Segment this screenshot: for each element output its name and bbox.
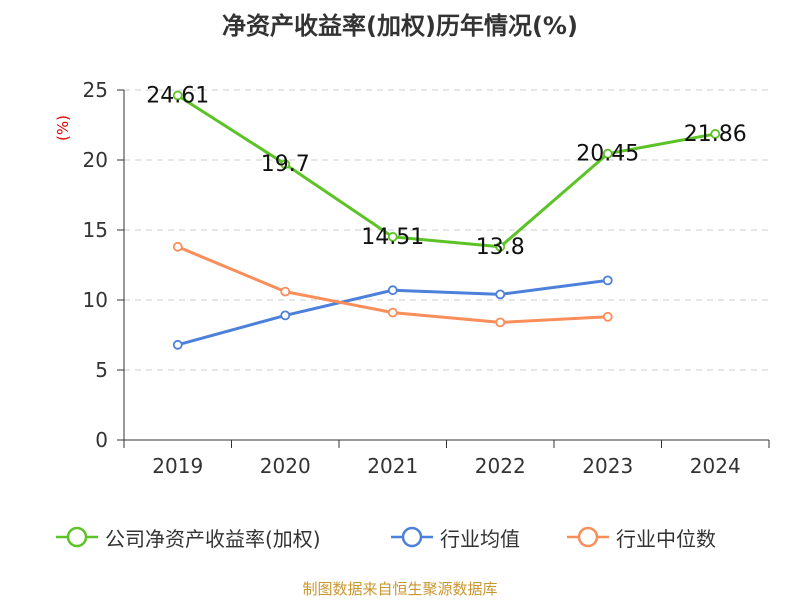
y-axis-label: (%) bbox=[54, 115, 72, 141]
data-point bbox=[172, 241, 183, 252]
data-point bbox=[602, 148, 613, 159]
legend-label-industry-mean: 行业均值 bbox=[440, 526, 520, 551]
x-tick-label: 2019 bbox=[152, 454, 203, 478]
series-line-0 bbox=[176, 94, 716, 249]
y-tick-label: 25 bbox=[83, 78, 108, 102]
data-point bbox=[280, 159, 291, 170]
legend-swatch-industry-mean-icon bbox=[391, 526, 433, 548]
x-tick-label: 2020 bbox=[260, 454, 311, 478]
legend-swatch-circle bbox=[401, 526, 423, 548]
data-point bbox=[387, 231, 398, 242]
y-tick-label: 15 bbox=[83, 218, 108, 242]
x-tick-label: 2022 bbox=[475, 454, 526, 478]
legend-item-company-roe[interactable]: 公司净资产收益率(加权) bbox=[55, 520, 321, 554]
x-tick-label: 2021 bbox=[367, 454, 418, 478]
data-point bbox=[387, 285, 398, 296]
y-tick-label: 0 bbox=[95, 428, 108, 452]
data-label: 24.61 bbox=[146, 83, 209, 108]
chart-title: 净资产收益率(加权)历年情况(%) bbox=[222, 12, 578, 40]
y-tick-label: 10 bbox=[83, 288, 108, 312]
data-point bbox=[495, 289, 506, 300]
data-point bbox=[495, 241, 506, 252]
legend-label-industry-median: 行业中位数 bbox=[616, 526, 716, 551]
x-tick-label: 2023 bbox=[582, 454, 633, 478]
data-point bbox=[710, 129, 721, 139]
data-point bbox=[280, 286, 291, 297]
data-point bbox=[602, 275, 613, 286]
data-label: 20.45 bbox=[576, 142, 639, 167]
legend-swatch-circle bbox=[66, 526, 88, 548]
data-label: 21.86 bbox=[684, 122, 747, 147]
data-point bbox=[280, 310, 291, 321]
source-note: 制图数据来自恒生聚源数据库 bbox=[302, 580, 498, 598]
data-label: 13.8 bbox=[476, 235, 525, 260]
legend: 公司净资产收益率(加权) 行业均值 行业中位数 bbox=[0, 520, 800, 554]
data-point bbox=[172, 90, 183, 101]
data-point bbox=[495, 317, 506, 328]
data-point bbox=[172, 339, 183, 350]
legend-label-company-roe: 公司净资产收益率(加权) bbox=[105, 526, 321, 551]
legend-swatch-circle bbox=[577, 526, 599, 548]
y-tick-label: 5 bbox=[95, 358, 108, 382]
legend-item-industry-mean[interactable]: 行业均值 bbox=[390, 520, 520, 554]
data-point bbox=[602, 311, 613, 322]
data-label: 19.7 bbox=[261, 152, 310, 177]
legend-swatch-industry-median-icon bbox=[567, 526, 609, 548]
y-tick-label: 20 bbox=[83, 148, 108, 172]
data-point bbox=[387, 307, 398, 318]
data-label: 14.51 bbox=[361, 225, 424, 250]
legend-item-industry-median[interactable]: 行业中位数 bbox=[566, 520, 716, 554]
legend-swatch-company-roe-icon bbox=[56, 526, 98, 548]
x-tick-label: 2024 bbox=[690, 454, 741, 478]
